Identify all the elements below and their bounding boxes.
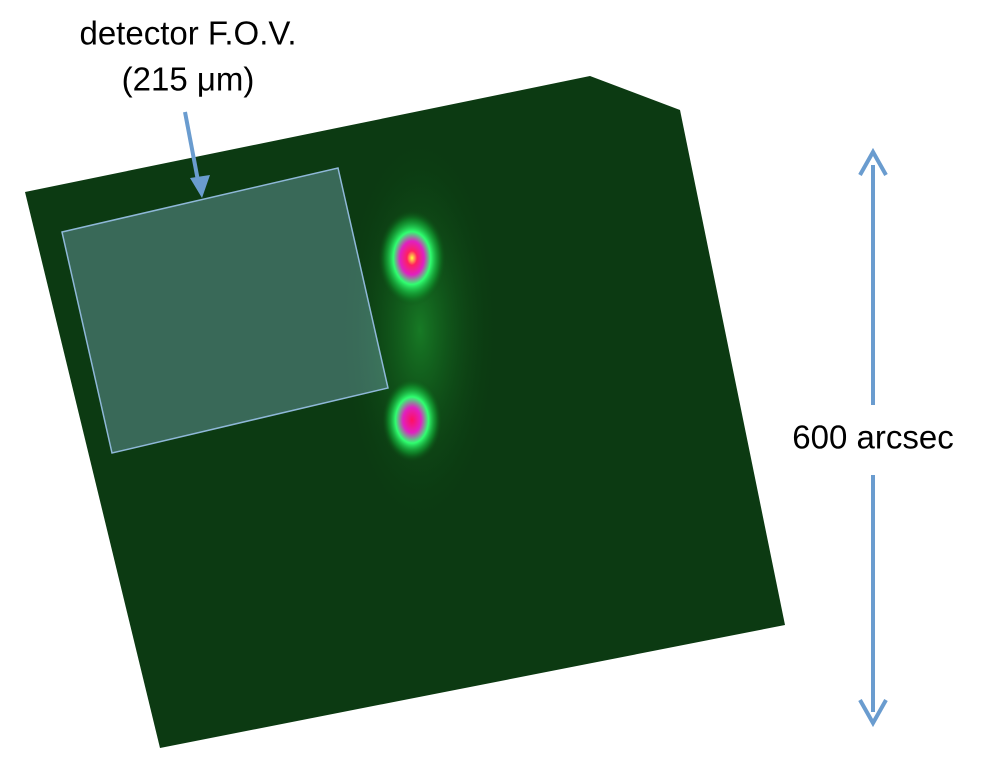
fov-label: detector F.O.V.	[79, 15, 296, 52]
source-south	[382, 378, 442, 462]
source-north	[378, 210, 446, 306]
scale-label: 600 arcsec	[792, 419, 953, 456]
page: detector F.O.V. (215 μm) 600 arcsec (() …	[0, 0, 988, 771]
figure: detector F.O.V. (215 μm) 600 arcsec	[0, 0, 988, 771]
wavelength-label: (215 μm)	[122, 61, 255, 98]
